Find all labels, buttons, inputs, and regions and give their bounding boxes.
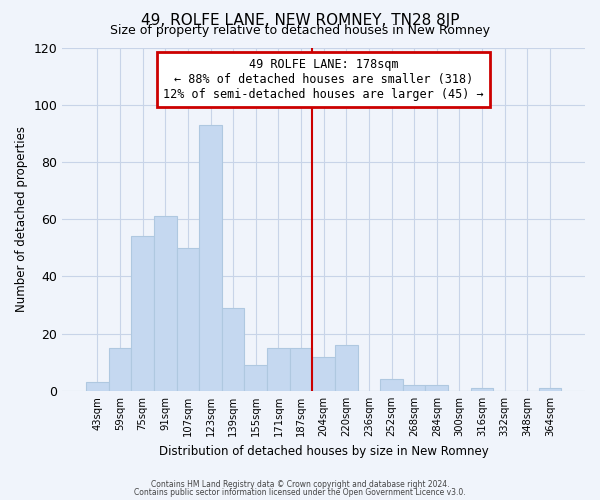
Text: Contains HM Land Registry data © Crown copyright and database right 2024.: Contains HM Land Registry data © Crown c…	[151, 480, 449, 489]
Y-axis label: Number of detached properties: Number of detached properties	[15, 126, 28, 312]
X-axis label: Distribution of detached houses by size in New Romney: Distribution of detached houses by size …	[159, 444, 488, 458]
Bar	[267, 348, 290, 391]
Text: Contains public sector information licensed under the Open Government Licence v3: Contains public sector information licen…	[134, 488, 466, 497]
Bar	[154, 216, 176, 391]
Text: 49, ROLFE LANE, NEW ROMNEY, TN28 8JP: 49, ROLFE LANE, NEW ROMNEY, TN28 8JP	[141, 12, 459, 28]
Bar	[199, 125, 222, 391]
Bar	[290, 348, 313, 391]
Bar	[313, 356, 335, 391]
Bar	[471, 388, 493, 391]
Bar	[109, 348, 131, 391]
Bar	[244, 365, 267, 391]
Bar	[539, 388, 561, 391]
Text: 49 ROLFE LANE: 178sqm
← 88% of detached houses are smaller (318)
12% of semi-det: 49 ROLFE LANE: 178sqm ← 88% of detached …	[163, 58, 484, 101]
Bar	[425, 385, 448, 391]
Bar	[222, 308, 244, 391]
Text: Size of property relative to detached houses in New Romney: Size of property relative to detached ho…	[110, 24, 490, 37]
Bar	[380, 380, 403, 391]
Bar	[176, 248, 199, 391]
Bar	[335, 345, 358, 391]
Bar	[86, 382, 109, 391]
Bar	[131, 236, 154, 391]
Bar	[403, 385, 425, 391]
